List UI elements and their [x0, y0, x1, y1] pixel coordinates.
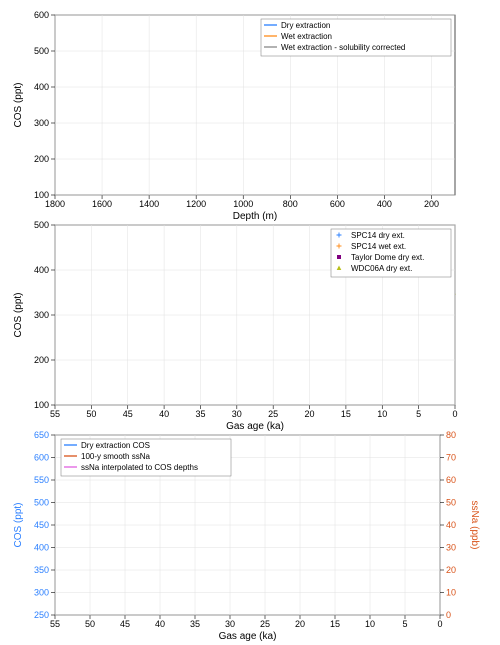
svg-text:30: 30 [446, 543, 456, 553]
svg-text:COS (ppt): COS (ppt) [13, 502, 24, 547]
figure: (a)Bubble-clathrate transition1800160014… [0, 0, 500, 645]
svg-text:Depth (m): Depth (m) [233, 211, 277, 222]
svg-text:5: 5 [416, 409, 421, 419]
legend-item-label: Wet extraction [281, 32, 332, 41]
svg-text:200: 200 [34, 154, 49, 164]
svg-text:25: 25 [268, 409, 278, 419]
svg-text:1200: 1200 [186, 199, 206, 209]
svg-text:250: 250 [34, 610, 49, 620]
svg-text:100: 100 [34, 400, 49, 410]
svg-text:COS (ppt): COS (ppt) [13, 292, 24, 337]
legend: Dry extraction Wet extraction Wet extracti… [261, 19, 451, 56]
svg-text:300: 300 [34, 310, 49, 320]
legend-item-label: SPC14 dry ext. [351, 231, 405, 240]
svg-text:0: 0 [437, 619, 442, 629]
svg-text:20: 20 [305, 409, 315, 419]
legend-item-label: ssNa interpolated to COS depths [81, 463, 198, 472]
svg-text:200: 200 [424, 199, 439, 209]
svg-text:ssNa (ppb): ssNa (ppb) [469, 501, 480, 550]
svg-text:1800: 1800 [45, 199, 65, 209]
svg-text:50: 50 [85, 619, 95, 629]
svg-text:5: 5 [402, 619, 407, 629]
svg-text:10: 10 [446, 588, 456, 598]
svg-text:500: 500 [34, 220, 49, 230]
svg-text:40: 40 [159, 409, 169, 419]
svg-text:450: 450 [34, 520, 49, 530]
legend: SPC14 dry ext. SPC14 wet ext. Taylor Dome … [331, 229, 451, 277]
svg-text:100: 100 [34, 190, 49, 200]
svg-text:55: 55 [50, 619, 60, 629]
svg-text:500: 500 [34, 46, 49, 56]
svg-text:1600: 1600 [92, 199, 112, 209]
svg-text:60: 60 [446, 475, 456, 485]
svg-text:0: 0 [446, 610, 451, 620]
svg-text:350: 350 [34, 565, 49, 575]
svg-text:600: 600 [34, 453, 49, 463]
svg-text:10: 10 [365, 619, 375, 629]
svg-text:400: 400 [377, 199, 392, 209]
svg-text:0: 0 [452, 409, 457, 419]
svg-text:400: 400 [34, 543, 49, 553]
svg-text:45: 45 [123, 409, 133, 419]
svg-text:Gas age (ka): Gas age (ka) [219, 631, 277, 642]
svg-text:55: 55 [50, 409, 60, 419]
svg-text:40: 40 [446, 520, 456, 530]
legend-item-label: 100-y smooth ssNa [81, 452, 150, 461]
legend: Dry extraction COS 100-y smooth ssNa ssNa … [61, 439, 231, 476]
legend-item-label: Wet extraction - solubility corrected [281, 43, 405, 52]
svg-text:400: 400 [34, 82, 49, 92]
svg-text:15: 15 [341, 409, 351, 419]
svg-text:200: 200 [34, 355, 49, 365]
svg-text:650: 650 [34, 430, 49, 440]
svg-text:50: 50 [446, 498, 456, 508]
svg-text:30: 30 [232, 409, 242, 419]
svg-text:50: 50 [86, 409, 96, 419]
legend-item-label: Dry extraction [281, 21, 330, 30]
legend-item-label: Dry extraction COS [81, 441, 150, 450]
legend-item-label: WDC06A dry ext. [351, 264, 412, 273]
svg-text:1000: 1000 [233, 199, 253, 209]
svg-text:40: 40 [155, 619, 165, 629]
svg-text:10: 10 [377, 409, 387, 419]
svg-text:35: 35 [195, 409, 205, 419]
svg-text:20: 20 [295, 619, 305, 629]
svg-text:45: 45 [120, 619, 130, 629]
svg-text:300: 300 [34, 588, 49, 598]
svg-text:20: 20 [446, 565, 456, 575]
svg-text:400: 400 [34, 265, 49, 275]
svg-text:COS (ppt): COS (ppt) [13, 82, 24, 127]
svg-text:35: 35 [190, 619, 200, 629]
svg-text:300: 300 [34, 118, 49, 128]
legend-item-label: Taylor Dome dry ext. [351, 253, 424, 262]
svg-text:500: 500 [34, 498, 49, 508]
svg-text:800: 800 [283, 199, 298, 209]
svg-text:600: 600 [330, 199, 345, 209]
svg-text:25: 25 [260, 619, 270, 629]
svg-text:70: 70 [446, 453, 456, 463]
svg-text:550: 550 [34, 475, 49, 485]
svg-text:30: 30 [225, 619, 235, 629]
svg-text:1400: 1400 [139, 199, 159, 209]
svg-text:15: 15 [330, 619, 340, 629]
svg-text:600: 600 [34, 10, 49, 20]
svg-text:80: 80 [446, 430, 456, 440]
legend-item-label: SPC14 wet ext. [351, 242, 406, 251]
svg-text:Gas age (ka): Gas age (ka) [226, 421, 284, 432]
